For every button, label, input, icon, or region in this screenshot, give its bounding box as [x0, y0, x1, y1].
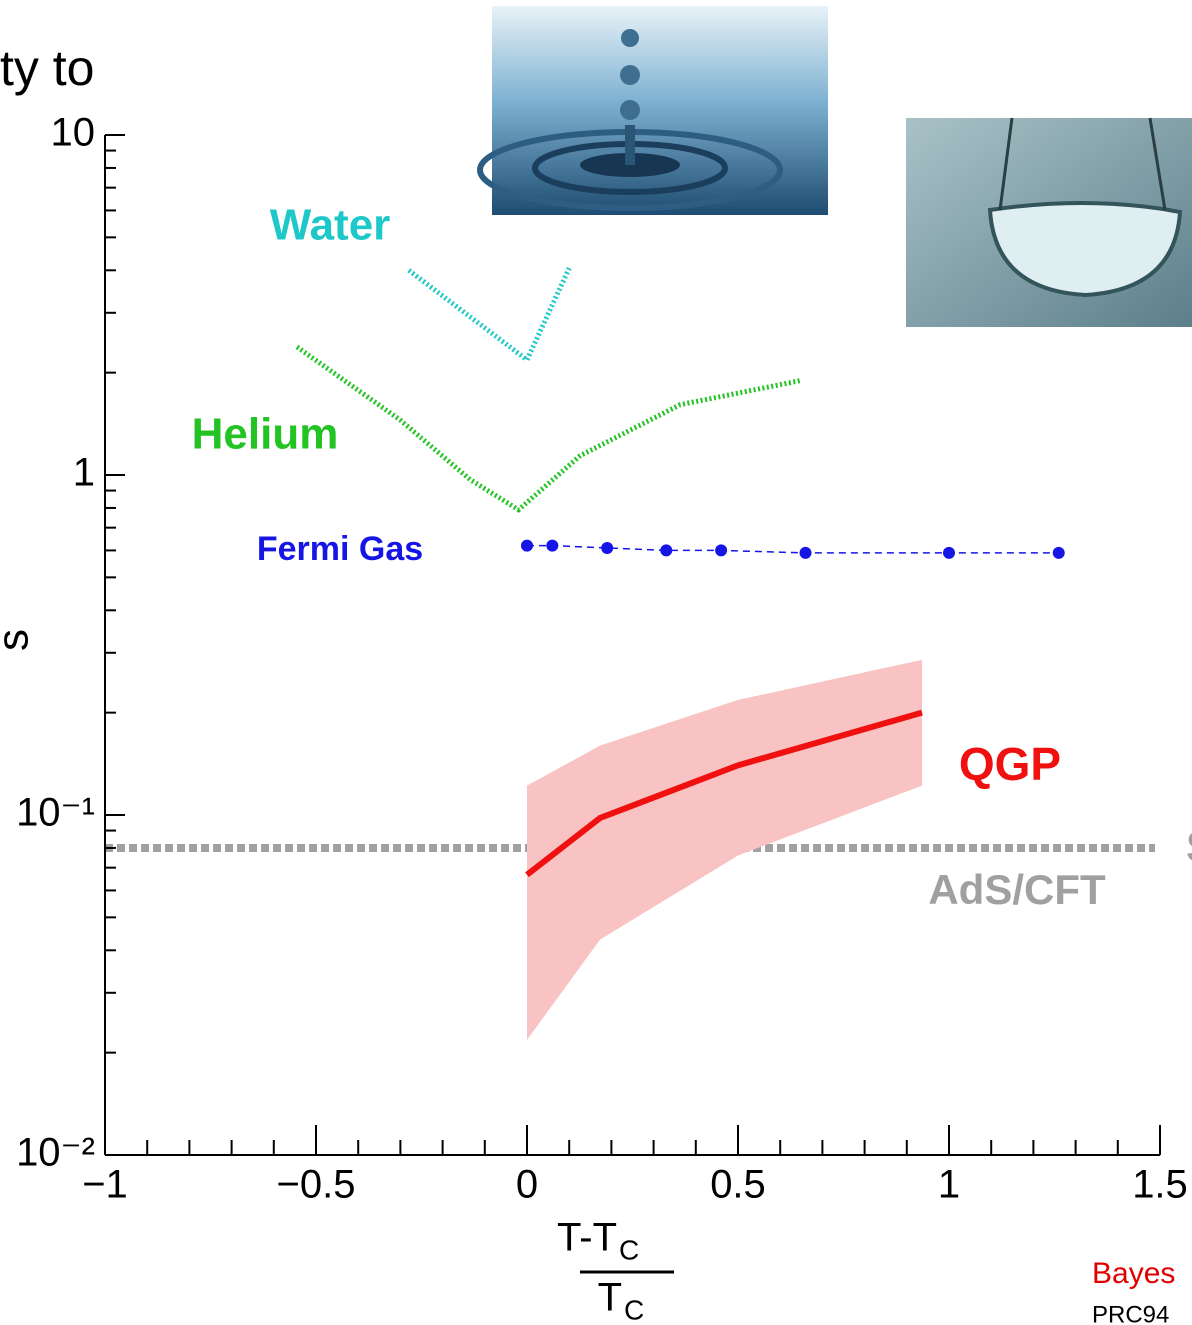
point [521, 540, 533, 552]
water-photo [480, 6, 828, 215]
y-tick-label: 10 [51, 111, 96, 155]
y-label: s [0, 629, 38, 651]
series-label: Fermi Gas [257, 530, 423, 568]
point [660, 544, 672, 556]
bowl-photo [906, 118, 1192, 327]
x-tick-label: 1.5 [1132, 1163, 1188, 1207]
x-tick-label: −1 [82, 1163, 128, 1207]
x-tick-label: −0.5 [277, 1163, 356, 1207]
title: ty to [0, 40, 94, 96]
point [601, 542, 613, 554]
x-label-denominator: T [598, 1276, 622, 1320]
x-label-numerator-sub: C [619, 1234, 639, 1265]
reference-label: AdS/CFT [928, 866, 1106, 913]
x-tick-label: 0 [516, 1163, 538, 1207]
point [546, 540, 558, 552]
point [943, 547, 955, 559]
point [715, 544, 727, 556]
x-tick-label: 1 [938, 1163, 960, 1207]
annotation: S [1186, 823, 1192, 872]
chart: ty to s T-T C T C S Bayes PRC94 AdS/CFT W… [0, 0, 1192, 1325]
x-tick-label: 0.5 [710, 1163, 766, 1207]
y-tick-label: 1 [73, 451, 95, 495]
series-label: Helium [192, 410, 339, 459]
point [1053, 547, 1065, 559]
annotation: PRC94 [1092, 1301, 1169, 1325]
annotation: Bayes [1092, 1257, 1175, 1290]
point [800, 547, 812, 559]
series-line [409, 268, 569, 360]
series-label: QGP [959, 738, 1061, 790]
y-tick-label: 10⁻¹ [16, 791, 95, 835]
x-label-denominator-sub: C [624, 1294, 644, 1325]
x-label-numerator: T-T [557, 1216, 617, 1260]
series-line [297, 347, 802, 510]
x-label: T-T C T C [557, 1216, 674, 1325]
series-label: Water [270, 201, 391, 250]
